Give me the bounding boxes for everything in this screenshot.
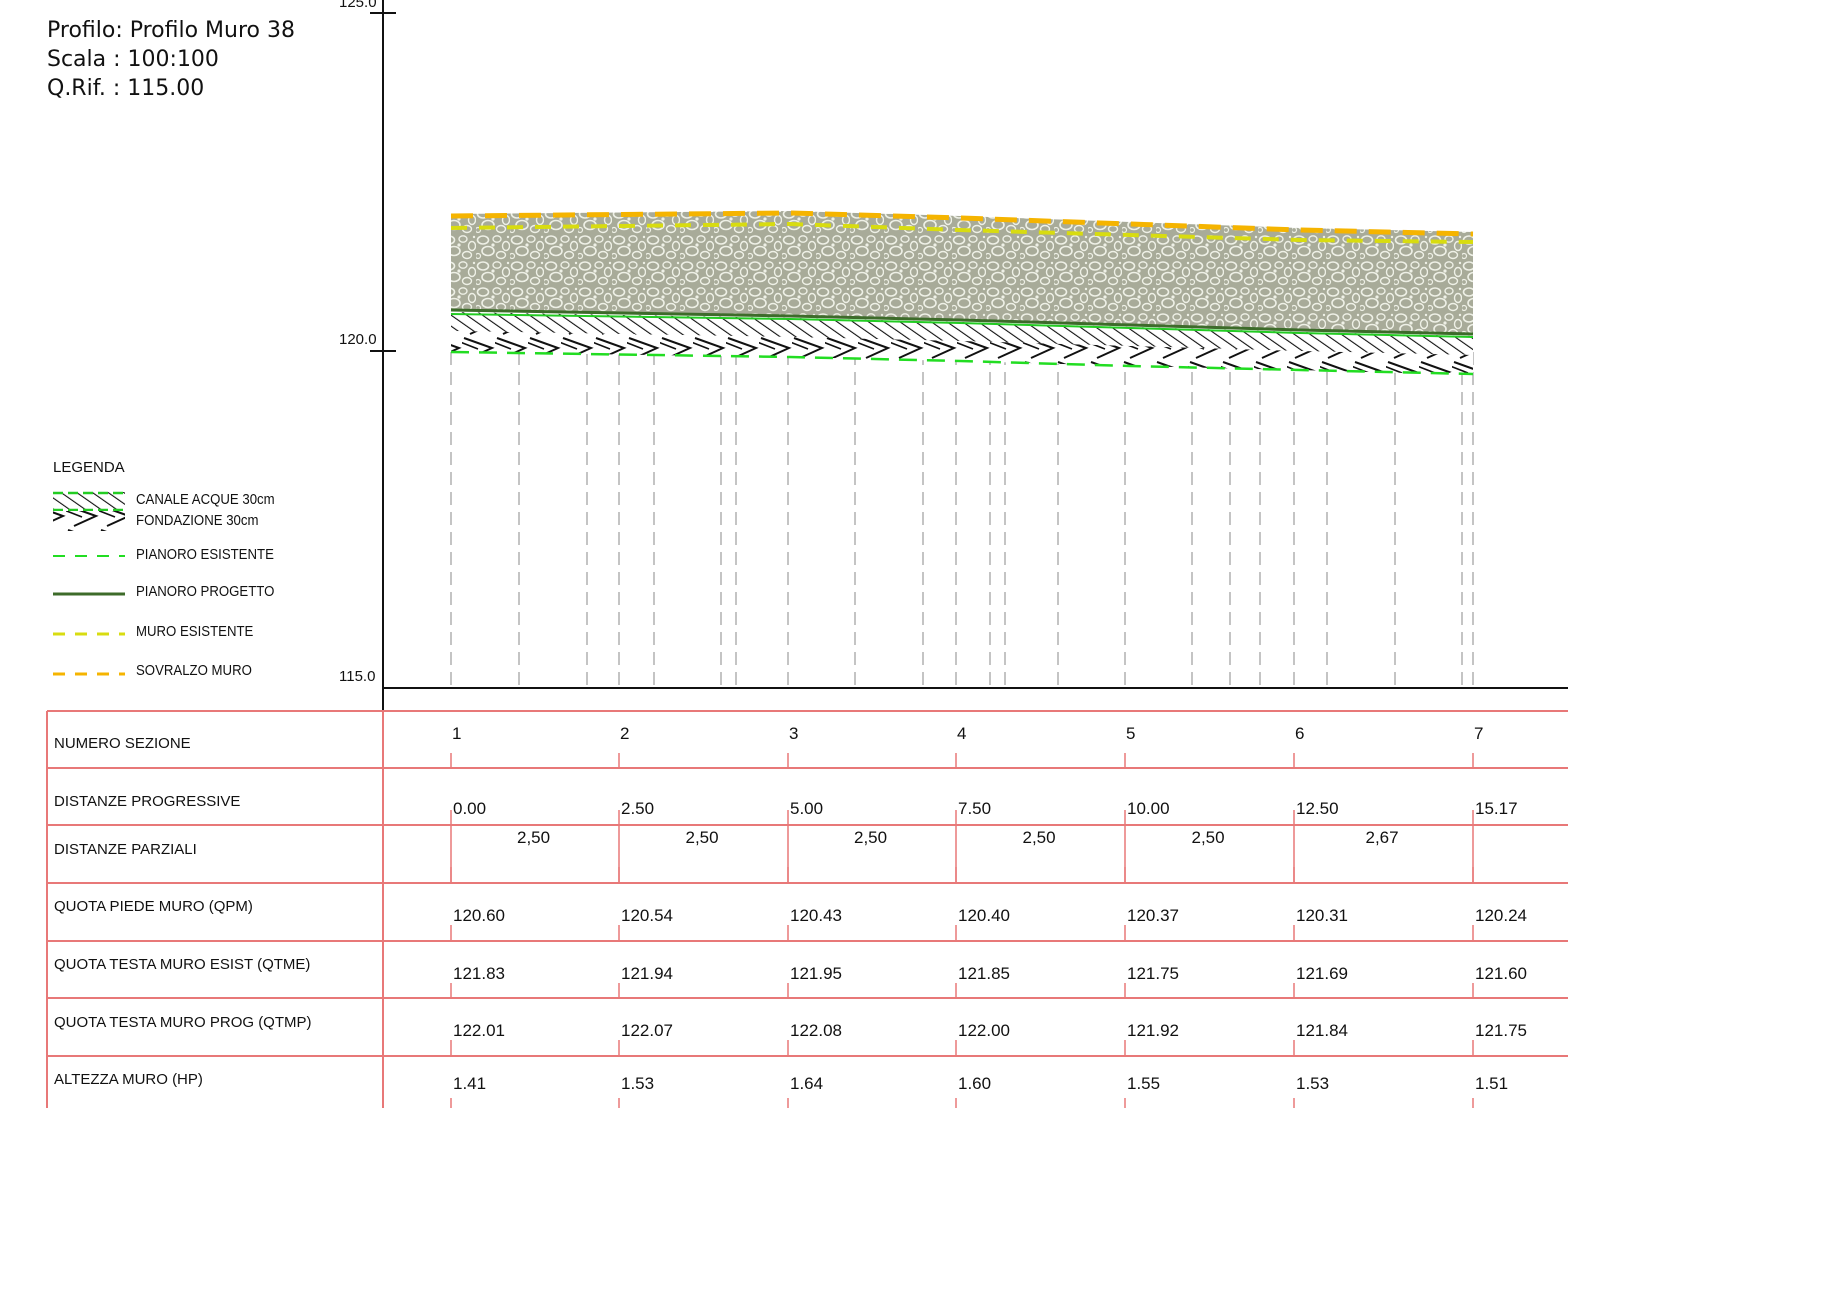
partial-distance: 2,67 — [1365, 828, 1399, 847]
progressive-distance: 12.50 — [1296, 799, 1339, 818]
qtmp-value: 121.92 — [1127, 1021, 1179, 1040]
hp-value: 1.55 — [1127, 1074, 1161, 1093]
qpm-value: 120.24 — [1475, 906, 1527, 925]
fondazione-band — [451, 331, 1473, 375]
qtme-value: 121.60 — [1475, 964, 1527, 983]
qtmp-value: 122.07 — [621, 1021, 673, 1040]
row-label-qtmp: QUOTA TESTA MURO PROG (QTMP) — [54, 1014, 312, 1031]
legend-title: LEGENDA — [53, 459, 125, 476]
partial-distance: 2,50 — [854, 828, 888, 847]
qpm-value: 120.31 — [1296, 906, 1348, 925]
section-number: 1 — [452, 724, 462, 743]
legend-muro-esistente: MURO ESISTENTE — [136, 623, 254, 640]
row-label-distanze-progressive: DISTANZE PROGRESSIVE — [54, 793, 241, 810]
qtme-value: 121.83 — [453, 964, 505, 983]
hp-value: 1.41 — [453, 1074, 487, 1093]
hp-value: 1.53 — [621, 1074, 655, 1093]
qtme-value: 121.95 — [790, 964, 842, 983]
section-number: 7 — [1474, 724, 1484, 743]
reference-elevation: Q.Rif. : 115.00 — [47, 76, 205, 101]
axis-label-120: 120.0 — [339, 331, 377, 348]
partial-distance: 2,50 — [1191, 828, 1225, 847]
profile-title: Profilo: Profilo Muro 38 — [47, 18, 295, 43]
station-lines — [450, 352, 1474, 688]
legend-canale-acque: CANALE ACQUE 30cm — [136, 491, 275, 508]
wall-body — [451, 211, 1473, 335]
qtmp-value: 122.08 — [790, 1021, 842, 1040]
partial-distance: 2,50 — [1022, 828, 1056, 847]
qpm-value: 120.40 — [958, 906, 1010, 925]
hp-value: 1.64 — [790, 1074, 824, 1093]
qtme-value: 121.69 — [1296, 964, 1348, 983]
progressive-distance: 0.00 — [453, 799, 487, 818]
table-station-ticks — [450, 753, 1474, 1108]
axis-label-115: 115.0 — [339, 668, 376, 685]
axis-label-125: 125.0 — [339, 0, 377, 11]
row-label-qpm: QUOTA PIEDE MURO (QPM) — [54, 898, 253, 915]
hp-value: 1.53 — [1296, 1074, 1330, 1093]
qtme-value: 121.85 — [958, 964, 1010, 983]
qpm-value: 120.54 — [621, 906, 673, 925]
qtmp-value: 122.01 — [453, 1021, 505, 1040]
legend-sovralzo-muro: SOVRALZO MURO — [136, 662, 252, 679]
partial-distance: 2,50 — [517, 828, 551, 847]
row-label-hp: ALTEZZA MURO (HP) — [54, 1071, 203, 1088]
qtmp-value: 122.00 — [958, 1021, 1010, 1040]
progressive-distance: 7.50 — [958, 799, 992, 818]
legend-symbols — [53, 491, 125, 676]
scale-text: Scala : 100:100 — [47, 47, 219, 72]
qtmp-value: 121.84 — [1296, 1021, 1348, 1040]
row-label-numero-sezione: NUMERO SEZIONE — [54, 735, 191, 752]
pianoro-progetto-line — [450, 308, 1474, 336]
canale-green-line — [450, 313, 1474, 338]
hp-value: 1.60 — [958, 1074, 992, 1093]
canale-acque-band — [451, 312, 1473, 355]
progressive-distance: 10.00 — [1127, 799, 1170, 818]
data-table-grid — [46, 710, 1568, 1108]
qpm-value: 120.37 — [1127, 906, 1179, 925]
legend-pianoro-esistente: PIANORO ESISTENTE — [136, 546, 274, 563]
qpm-value: 120.43 — [790, 906, 842, 925]
row-label-qtme: QUOTA TESTA MURO ESIST (QTME) — [54, 956, 311, 973]
muro-esistente-line — [450, 221, 1474, 244]
section-number: 2 — [620, 724, 630, 743]
section-number: 3 — [789, 724, 799, 743]
section-number: 5 — [1126, 724, 1136, 743]
progressive-distance: 5.00 — [790, 799, 824, 818]
sovralzo-muro-line — [450, 210, 1474, 237]
qtmp-value: 121.75 — [1475, 1021, 1527, 1040]
qpm-value: 120.60 — [453, 906, 505, 925]
qtme-value: 121.75 — [1127, 964, 1179, 983]
legend-pianoro-progetto: PIANORO PROGETTO — [136, 583, 275, 600]
section-number: 6 — [1295, 724, 1305, 743]
legend-fondazione: FONDAZIONE 30cm — [136, 512, 259, 529]
profile-drawing — [46, 0, 1568, 1108]
partial-distance: 2,50 — [685, 828, 719, 847]
pianoro-esistente-line — [450, 350, 1474, 376]
hp-value: 1.51 — [1475, 1074, 1509, 1093]
progressive-distance: 15.17 — [1475, 799, 1518, 818]
progressive-distance: 2.50 — [621, 799, 655, 818]
section-number: 4 — [957, 724, 967, 743]
qtme-value: 121.94 — [621, 964, 673, 983]
row-label-distanze-parziali: DISTANZE PARZIALI — [54, 841, 197, 858]
